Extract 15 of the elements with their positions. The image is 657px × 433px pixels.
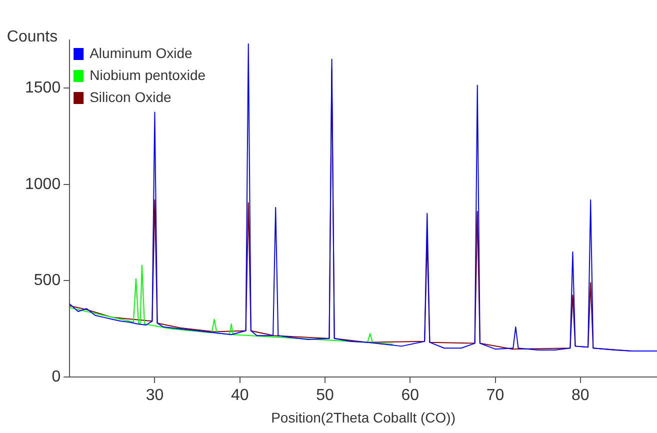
x-tick-label: 80 bbox=[571, 387, 590, 404]
x-tick-label: 40 bbox=[230, 387, 249, 404]
x-axis-title: Position(2Theta Coballt (CO)) bbox=[271, 409, 456, 426]
x-tick-label: 30 bbox=[146, 387, 164, 404]
x-tick-label: 70 bbox=[486, 387, 504, 404]
y-tick-label: 1500 bbox=[25, 80, 61, 97]
x-tick-label: 50 bbox=[316, 387, 334, 404]
x-tick-label: 60 bbox=[401, 387, 420, 404]
legend-label: Silicon Oxide bbox=[90, 88, 172, 105]
y-axis-title: Counts bbox=[6, 28, 58, 46]
legend-label: Niobium pentoxide bbox=[90, 66, 206, 83]
legend-label: Aluminum Oxide bbox=[90, 44, 193, 61]
y-tick-label: 500 bbox=[34, 272, 61, 290]
y-tick-label: 0 bbox=[52, 368, 61, 386]
y-tick-label: 1000 bbox=[25, 176, 61, 193]
